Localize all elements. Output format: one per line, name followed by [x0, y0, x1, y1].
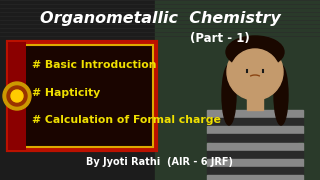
Circle shape	[11, 90, 23, 102]
Bar	[207, 143, 303, 150]
Bar	[207, 110, 303, 117]
Text: By Jyoti Rathi  (AIR - 6 JRF): By Jyoti Rathi (AIR - 6 JRF)	[86, 157, 234, 167]
Bar	[11, 45, 153, 147]
Bar	[207, 167, 303, 174]
Circle shape	[3, 82, 31, 110]
Ellipse shape	[274, 65, 288, 125]
Circle shape	[227, 44, 283, 100]
Ellipse shape	[210, 115, 300, 180]
Bar	[207, 126, 303, 133]
Bar	[207, 134, 303, 141]
Text: (Part - 1): (Part - 1)	[190, 31, 250, 44]
Circle shape	[7, 86, 27, 106]
Text: # Basic Introduction: # Basic Introduction	[32, 60, 156, 70]
FancyBboxPatch shape	[8, 42, 26, 150]
Bar	[207, 151, 303, 158]
Bar	[8, 42, 156, 150]
Ellipse shape	[222, 65, 236, 125]
Text: Organometallic  Chemistry: Organometallic Chemistry	[40, 10, 280, 26]
Text: # Calculation of Formal charge: # Calculation of Formal charge	[32, 115, 221, 125]
Ellipse shape	[226, 36, 284, 68]
Bar	[247, 88, 263, 110]
Bar	[207, 159, 303, 166]
Bar	[155, 0, 320, 180]
Bar	[207, 118, 303, 125]
Circle shape	[230, 49, 280, 99]
Bar	[207, 175, 303, 180]
Text: # Hapticity: # Hapticity	[32, 88, 100, 98]
